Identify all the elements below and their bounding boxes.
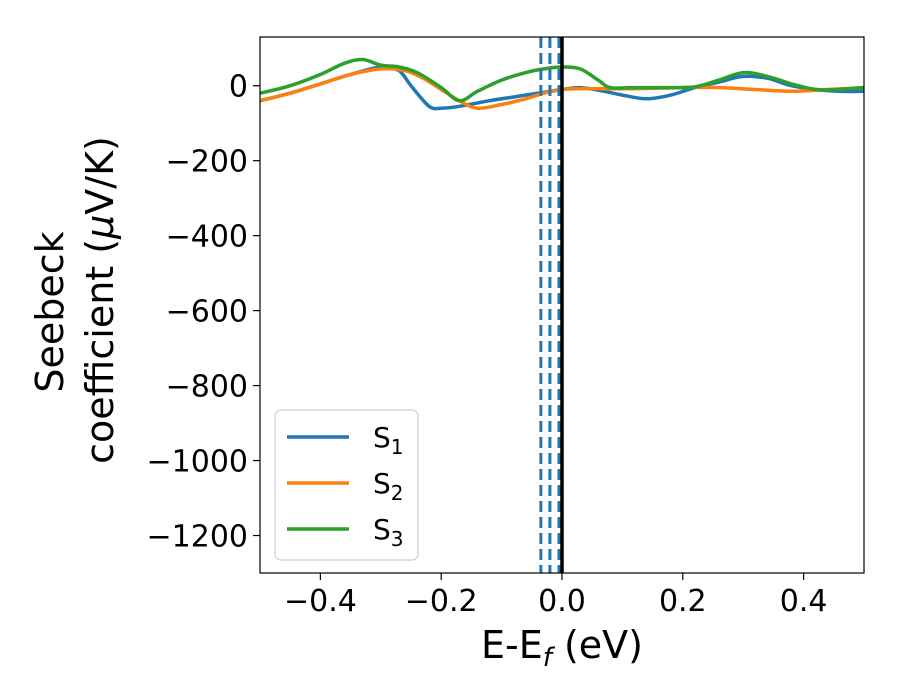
legend-box <box>274 409 419 561</box>
axes: −0.4 −0.2 0.0 0.2 0.4 0 −200 −400 −600 −800 −1000 −… <box>147 36 865 619</box>
x-tick-label: −0.4 <box>284 584 357 619</box>
y-axis-label-line1: Seebeck <box>28 231 72 392</box>
y-tick-label: −1200 <box>147 520 248 555</box>
legend: S1 S2 S3 <box>274 409 419 561</box>
y-axis-label-line2: coefficient (μV/K) <box>78 136 122 464</box>
legend-label-s3: S3 <box>373 513 404 551</box>
y-tick-label: 0 <box>229 70 248 105</box>
legend-label-s2: S2 <box>373 467 404 505</box>
y-tick-label: −200 <box>166 145 248 180</box>
x-axis-label: E-Ef (eV) <box>481 623 643 673</box>
y-tick-label: −600 <box>166 295 248 330</box>
plot-area <box>260 37 864 573</box>
y-tick-label: −400 <box>166 220 248 255</box>
plot-content <box>260 37 864 573</box>
x-tick-label: −0.2 <box>405 584 478 619</box>
y-tick-label: −1000 <box>147 445 248 480</box>
x-tick-label: 0.0 <box>538 584 586 619</box>
legend-label-s1: S1 <box>373 421 404 459</box>
series-line-s3 <box>260 57 864 103</box>
y-tick-label: −800 <box>166 370 248 405</box>
x-tick-label: 0.4 <box>780 584 828 619</box>
series-line-s2 <box>260 66 864 111</box>
x-tick-label: 0.2 <box>659 584 707 619</box>
